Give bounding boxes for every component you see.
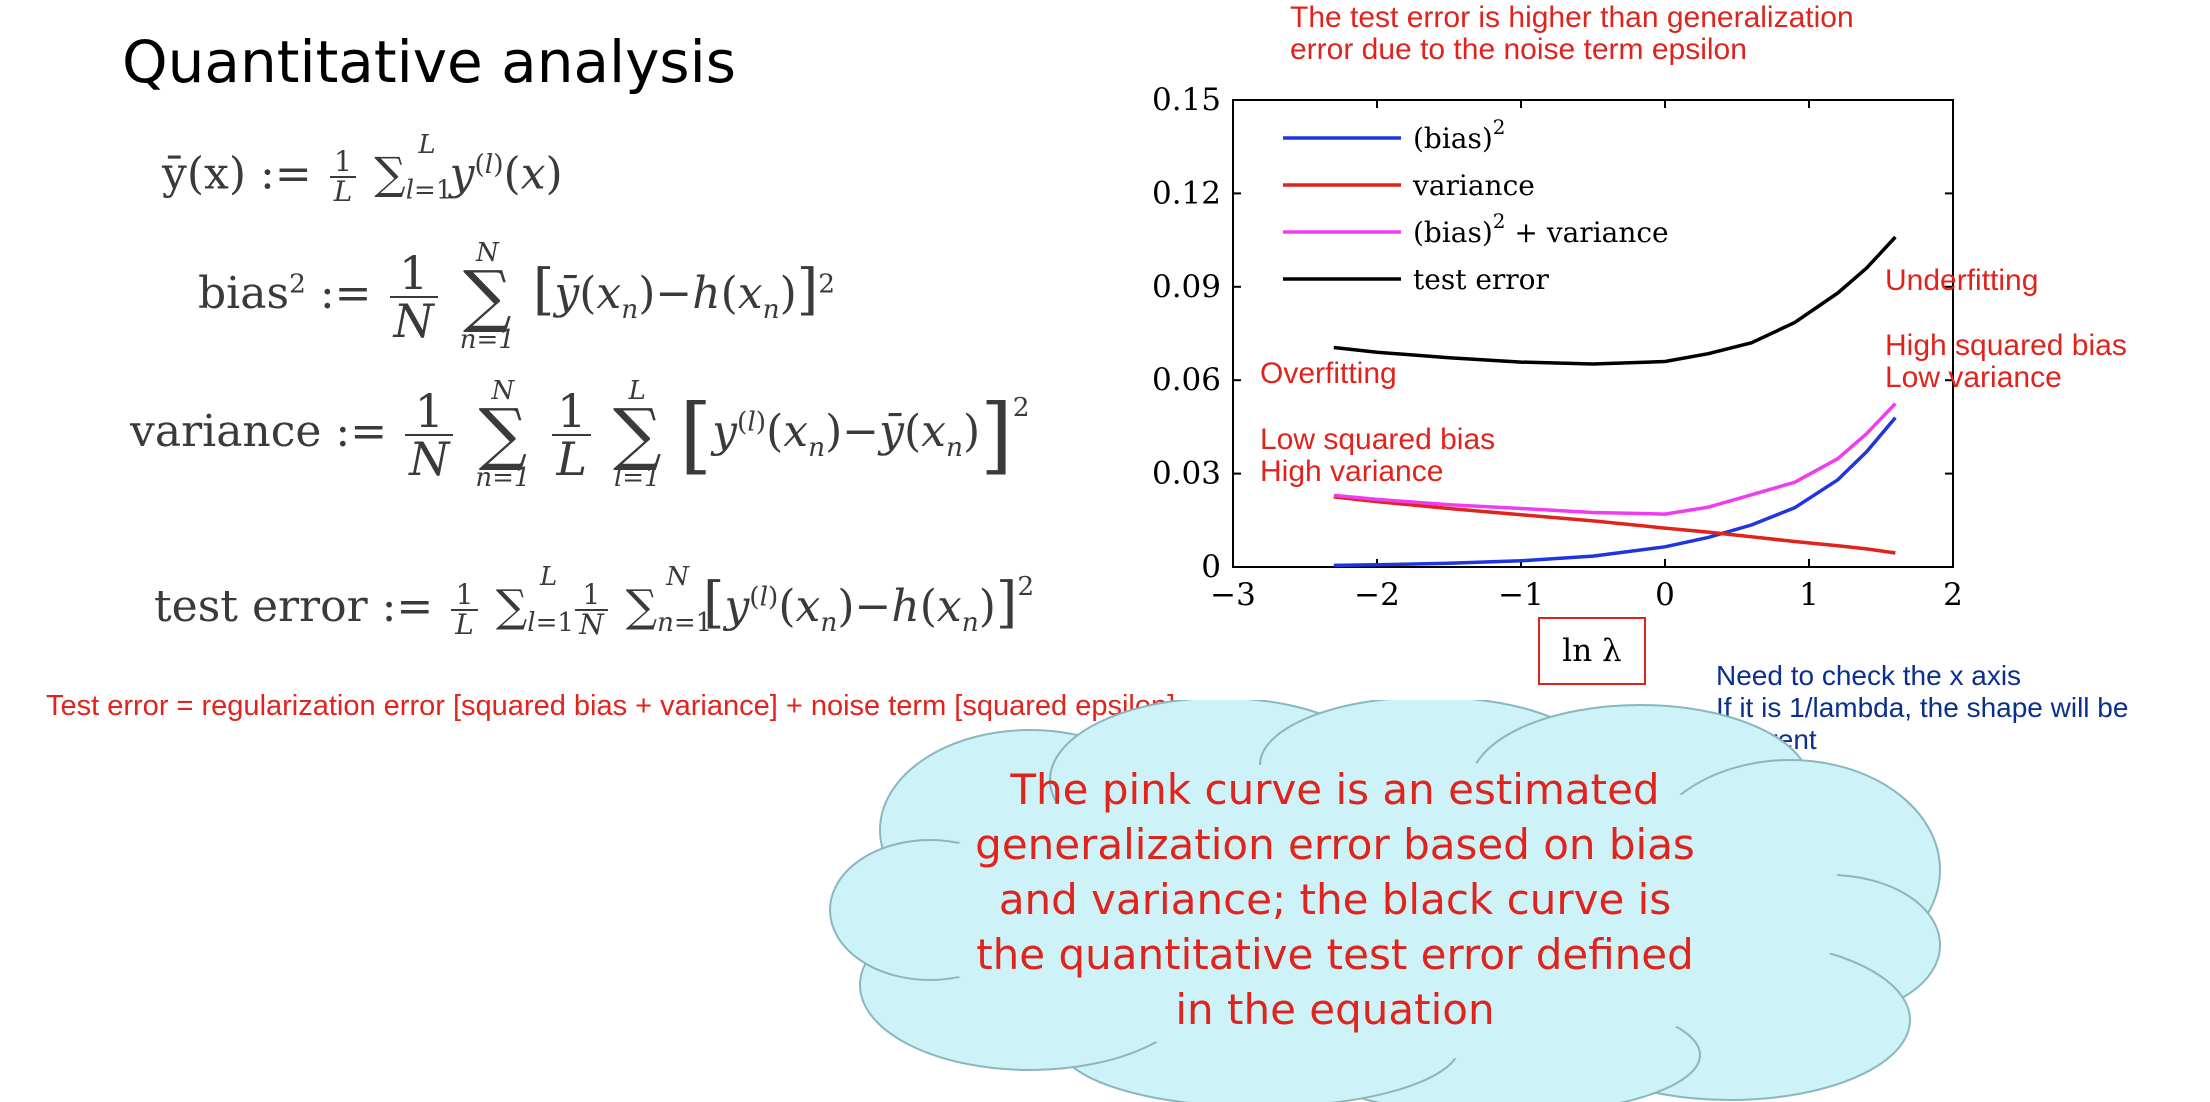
high-bias-line1: High squared bias [1885,330,2127,362]
legend-entry-0: (bias)2 [1413,115,1506,155]
series-line-3 [1334,237,1896,364]
xaxis-check-line1: Need to check the x axis [1716,660,2128,692]
underfitting-label: Underfitting [1885,265,2038,297]
equation-variance-lhs: variance := [130,406,387,457]
cloud-line2: generalization error based on bias [900,817,1770,872]
low-bias-label: Low squared bias High variance [1260,424,1495,488]
noise-note-line1: The test error is higher than generaliza… [1290,2,1854,34]
equation-bias-lhs: bias [198,268,289,319]
bias-variance-chart: −3 −2 −1 0 1 200.030.060.090.120.15(bias)2var… [1140,70,1980,710]
cloud-line1: The pink curve is an estimated [900,762,1770,817]
equation-ybar-lhs: ȳ(x) := [162,149,312,200]
legend-entry-2: (bias)2 + variance [1413,209,1669,249]
slide-title: Quantitative analysis [122,28,736,96]
cloud-line5: in the equation [900,982,1770,1037]
x-tick-label: 1 [1799,577,1819,613]
legend-entry-3: test error [1413,263,1550,296]
overfitting-label: Overfitting [1260,358,1397,390]
y-tick-label: 0.06 [1152,362,1221,398]
noise-note-line2: error due to the noise term epsilon [1290,34,1854,66]
x-tick-label: 2 [1943,577,1963,613]
y-tick-label: 0.12 [1152,175,1221,211]
y-tick-label: 0 [1201,549,1221,585]
cloud-line3: and variance; the black curve is [900,872,1770,927]
x-tick-label: −1 [1498,577,1544,613]
noise-note: The test error is higher than generaliza… [1290,2,1854,66]
xaxis-label: ln λ [1562,633,1621,669]
high-bias-line2: Low variance [1885,362,2127,394]
low-bias-line2: High variance [1260,456,1495,488]
xaxis-label-box: ln λ [1538,617,1646,685]
y-tick-label: 0.09 [1152,269,1221,305]
y-tick-label: 0.03 [1152,456,1221,492]
series-line-1 [1334,497,1896,553]
low-bias-line1: Low squared bias [1260,424,1495,456]
x-tick-label: −2 [1354,577,1400,613]
equation-test-error-lhs: test error := [154,581,433,632]
x-tick-label: 0 [1655,577,1675,613]
cloud-line4: the quantitative test error defined [900,927,1770,982]
cloud-callout-text: The pink curve is an estimated generaliz… [900,762,1770,1037]
legend-entry-1: variance [1412,169,1535,202]
y-tick-label: 0.15 [1152,82,1221,118]
high-bias-label: High squared bias Low variance [1885,330,2127,394]
